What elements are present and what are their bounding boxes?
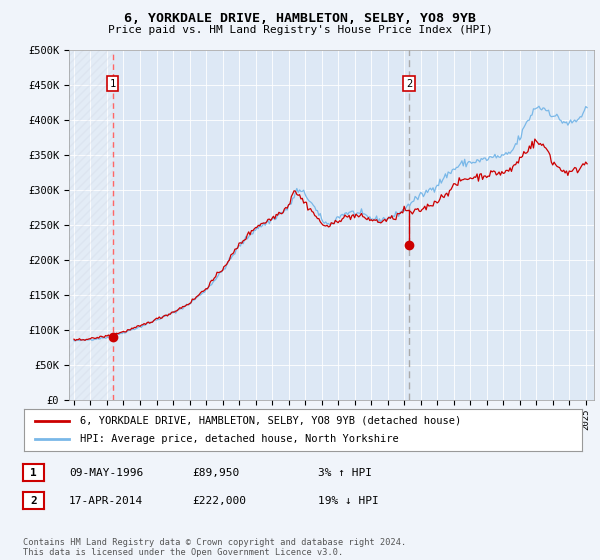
Text: 1: 1	[110, 78, 116, 88]
Text: 19% ↓ HPI: 19% ↓ HPI	[318, 496, 379, 506]
Text: 1: 1	[30, 468, 37, 478]
Text: 6, YORKDALE DRIVE, HAMBLETON, SELBY, YO8 9YB (detached house): 6, YORKDALE DRIVE, HAMBLETON, SELBY, YO8…	[80, 416, 461, 426]
Text: 3% ↑ HPI: 3% ↑ HPI	[318, 468, 372, 478]
Text: 17-APR-2014: 17-APR-2014	[69, 496, 143, 506]
Text: £222,000: £222,000	[192, 496, 246, 506]
Text: 09-MAY-1996: 09-MAY-1996	[69, 468, 143, 478]
Text: 2: 2	[406, 78, 412, 88]
Text: 2: 2	[30, 496, 37, 506]
Bar	[409, 50, 594, 400]
Text: HPI: Average price, detached house, North Yorkshire: HPI: Average price, detached house, Nort…	[80, 434, 398, 444]
Text: £89,950: £89,950	[192, 468, 239, 478]
Bar	[69, 50, 113, 400]
Text: Price paid vs. HM Land Registry's House Price Index (HPI): Price paid vs. HM Land Registry's House …	[107, 25, 493, 35]
Text: Contains HM Land Registry data © Crown copyright and database right 2024.
This d: Contains HM Land Registry data © Crown c…	[23, 538, 406, 557]
Text: 6, YORKDALE DRIVE, HAMBLETON, SELBY, YO8 9YB: 6, YORKDALE DRIVE, HAMBLETON, SELBY, YO8…	[124, 12, 476, 25]
